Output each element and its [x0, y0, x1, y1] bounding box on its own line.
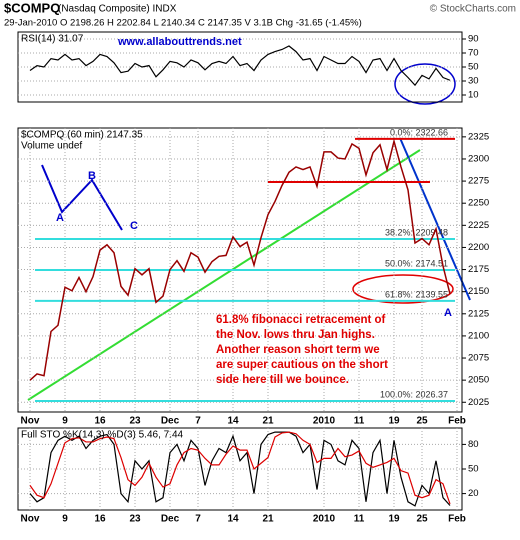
x-tick-label: Feb — [448, 514, 466, 525]
series-line — [29, 138, 451, 381]
x-tick-label: 7 — [195, 514, 201, 525]
x-tick-label: Dec — [161, 514, 180, 525]
wave-label: B — [88, 170, 96, 182]
fib-label: 38.2%: 2209.48 — [385, 227, 448, 237]
x-tick-label: 19 — [388, 514, 400, 525]
y-tick-label: 2050 — [468, 375, 489, 386]
fib-label: 0.0%: 2322.66 — [390, 127, 448, 137]
note-line: side here till we bounce. — [216, 374, 349, 386]
y-tick-label: 2100 — [468, 330, 489, 341]
highlight-ellipse — [352, 274, 454, 304]
y-tick-label: 2200 — [468, 242, 489, 253]
series-line — [29, 45, 451, 87]
y-tick-label: 70 — [468, 48, 479, 59]
x-tick-label: 16 — [94, 416, 106, 427]
y-tick-label: 2025 — [468, 397, 489, 408]
note-line: the Nov. lows thru Jan highs. — [216, 329, 375, 341]
x-tick-label: 25 — [416, 416, 428, 427]
x-tick-label: 25 — [416, 514, 428, 525]
fib-label: 61.8%: 2139.55 — [385, 289, 448, 299]
y-tick-label: 50 — [468, 464, 479, 475]
y-tick-label: 2300 — [468, 153, 489, 164]
x-tick-label: 23 — [129, 416, 141, 427]
y-tick-label: 2175 — [468, 264, 489, 275]
x-tick-label: 14 — [227, 514, 239, 525]
wave-label: C — [130, 220, 138, 232]
note-line: are super cautious on the short — [216, 359, 388, 371]
panel-title: $COMPQ (60 min) 2147.35 — [21, 130, 143, 141]
rsi-ellipse — [394, 63, 456, 105]
wave-zigzag — [41, 164, 123, 231]
y-tick-label: 90 — [468, 34, 479, 45]
credit: © StockCharts.com — [430, 4, 516, 15]
x-tick-label: 16 — [94, 514, 106, 525]
site-annotation: www.allabouttrends.net — [117, 36, 242, 48]
y-tick-label: 2150 — [468, 286, 489, 297]
note-line: 61.8% fibonacci retracement of — [216, 314, 386, 326]
x-tick-label: 23 — [129, 514, 141, 525]
y-tick-label: 2325 — [468, 131, 489, 142]
y-tick-label: 30 — [468, 76, 479, 87]
x-tick-label: 7 — [195, 416, 201, 427]
quote: 29-Jan-2010 O 2198.26 H 2202.84 L 2140.3… — [4, 18, 362, 29]
note-line: Another reason short term we — [216, 344, 380, 356]
x-tick-label: 11 — [354, 514, 365, 525]
x-tick-label: 11 — [354, 416, 365, 427]
wave-label: A — [444, 307, 452, 319]
symbol: $COMPQ — [4, 0, 60, 15]
x-tick-label: Nov — [21, 416, 40, 427]
x-tick-label: 14 — [227, 416, 239, 427]
series-line — [29, 431, 451, 507]
fib-label: 50.0%: 2174.51 — [385, 258, 448, 268]
y-tick-label: 2225 — [468, 220, 489, 231]
fib-label: 100.0%: 2026.37 — [380, 389, 448, 399]
y-tick-label: 2125 — [468, 308, 489, 319]
y-tick-label: 20 — [468, 488, 479, 499]
symbol-name: (Nasdaq Composite) INDX — [58, 4, 177, 15]
x-tick-label: 2010 — [313, 514, 336, 525]
x-tick-label: 2010 — [313, 416, 336, 427]
y-tick-label: 2075 — [468, 353, 489, 364]
y-tick-label: 2275 — [468, 176, 489, 187]
wave-label: A — [56, 212, 64, 224]
y-tick-label: 2250 — [468, 198, 489, 209]
x-tick-label: Nov — [21, 514, 40, 525]
panel-subtitle: Volume undef — [21, 141, 82, 152]
x-tick-label: 9 — [62, 416, 68, 427]
panel-title: Full STO %K(14,3) %D(3) 5.46, 7.44 — [21, 430, 184, 441]
y-tick-label: 50 — [468, 62, 479, 73]
x-tick-label: 9 — [62, 514, 68, 525]
x-tick-label: Dec — [161, 416, 180, 427]
x-tick-label: 21 — [262, 514, 274, 525]
down-trend-line — [399, 137, 471, 301]
x-tick-label: 21 — [262, 416, 274, 427]
panel-title: RSI(14) 31.07 — [21, 34, 84, 45]
x-tick-label: 19 — [388, 416, 400, 427]
x-tick-label: Feb — [448, 416, 466, 427]
y-tick-label: 80 — [468, 439, 479, 450]
y-tick-label: 10 — [468, 90, 479, 101]
series-line — [29, 431, 451, 505]
